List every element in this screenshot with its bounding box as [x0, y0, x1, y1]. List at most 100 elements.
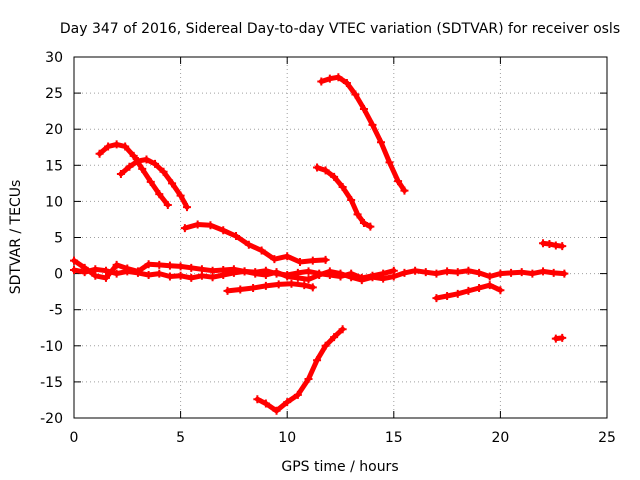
data-point	[325, 74, 334, 83]
data-point	[351, 90, 360, 99]
data-point	[253, 395, 262, 404]
data-point	[112, 269, 121, 278]
data-point	[368, 120, 377, 129]
data-point	[104, 142, 113, 151]
data-point	[112, 260, 121, 269]
data-point	[219, 226, 228, 235]
data-point	[219, 265, 228, 274]
data-point	[475, 284, 484, 293]
data-point	[385, 158, 394, 167]
data-point	[558, 333, 567, 342]
data-point	[70, 265, 78, 274]
data-point	[283, 252, 292, 261]
data-point	[313, 356, 322, 365]
series-trace-arc-f	[254, 326, 346, 414]
y-tick-label: 30	[45, 50, 63, 66]
data-point	[80, 263, 89, 272]
y-tick-label: 0	[54, 267, 63, 283]
series-trace-arc-c	[182, 222, 329, 265]
data-point	[295, 258, 304, 267]
data-point	[180, 224, 189, 233]
data-point	[347, 269, 356, 278]
data-point	[287, 279, 296, 288]
data-point	[91, 271, 100, 280]
data-point	[330, 333, 339, 342]
data-point	[389, 266, 398, 275]
data-point	[176, 262, 185, 271]
data-point	[112, 140, 121, 149]
data-point	[236, 285, 245, 294]
data-point	[144, 271, 153, 280]
data-point	[138, 164, 147, 173]
data-point	[251, 268, 260, 277]
data-point	[496, 286, 505, 295]
y-tick-label: 20	[45, 122, 63, 138]
data-point	[249, 284, 258, 293]
data-point	[300, 281, 309, 290]
data-point	[257, 246, 266, 255]
x-tick-label: 0	[70, 430, 79, 446]
data-point	[379, 269, 388, 278]
data-point	[187, 273, 196, 282]
data-point	[165, 272, 174, 281]
data-point	[317, 77, 326, 86]
data-point	[432, 269, 441, 278]
data-point	[197, 265, 206, 274]
data-point	[453, 268, 462, 277]
x-tick-label: 5	[176, 430, 185, 446]
data-point	[261, 266, 270, 275]
data-point	[368, 271, 377, 280]
data-point	[70, 256, 78, 265]
data-point	[313, 163, 322, 172]
data-point	[464, 286, 473, 295]
data-point	[125, 162, 134, 171]
data-point	[159, 167, 168, 176]
data-point	[485, 272, 494, 281]
data-point	[274, 280, 283, 289]
y-tick-label: 10	[45, 194, 63, 210]
y-tick-label: -20	[40, 411, 63, 427]
y-tick-label: 5	[54, 231, 63, 247]
data-point	[394, 177, 403, 186]
data-point	[261, 281, 270, 290]
data-point	[400, 268, 409, 277]
series-trace-arc-e	[314, 165, 373, 230]
data-point	[342, 78, 351, 87]
data-point	[133, 156, 142, 165]
data-point	[353, 210, 362, 219]
x-axis-label: GPS time / hours	[281, 459, 398, 475]
data-point	[359, 219, 368, 228]
data-point	[176, 191, 185, 200]
data-point	[485, 281, 494, 290]
data-point	[366, 222, 375, 231]
data-point	[283, 271, 292, 280]
data-point	[133, 267, 142, 276]
y-tick-label: 15	[45, 158, 63, 174]
data-point	[155, 190, 164, 199]
y-tick-label: -10	[40, 339, 63, 355]
data-point	[146, 177, 155, 186]
y-tick-label: 25	[45, 86, 63, 102]
data-point	[549, 268, 558, 277]
data-point	[411, 266, 420, 275]
data-point	[321, 341, 330, 350]
data-point	[182, 203, 191, 212]
data-point	[347, 195, 356, 204]
data-point	[95, 149, 104, 158]
data-point	[163, 201, 172, 210]
x-tick-label: 15	[385, 430, 403, 446]
y-tick-label: -5	[49, 303, 63, 319]
data-point	[464, 266, 473, 275]
data-point	[443, 291, 452, 300]
data-point	[193, 220, 202, 229]
data-point	[304, 375, 313, 384]
data-point	[101, 273, 110, 282]
chart-title: Day 347 of 2016, Sidereal Day-to-day VTE…	[60, 21, 620, 37]
data-point	[121, 142, 130, 151]
data-point	[142, 155, 151, 164]
data-point	[334, 73, 343, 82]
data-point	[176, 271, 185, 280]
data-point	[116, 169, 125, 178]
